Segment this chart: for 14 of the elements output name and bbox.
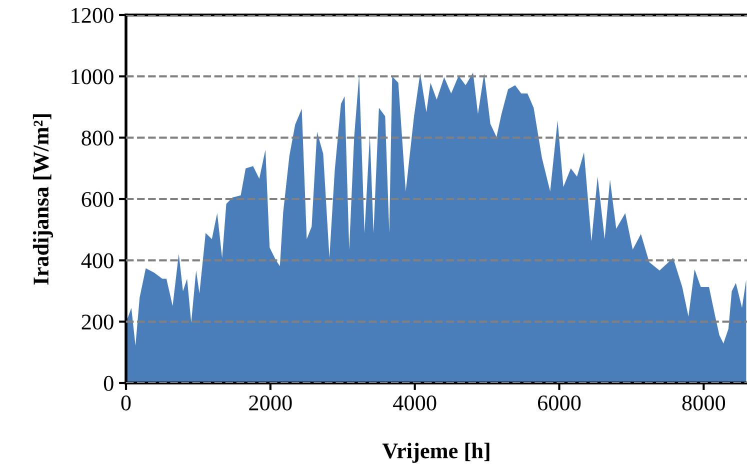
y-tick-label: 0 [104,376,114,391]
y-axis-title: Iradijansa [W/m²] [32,114,54,285]
x-tick-label: 0 [121,395,131,410]
y-tick-label: 800 [82,130,114,146]
y-tick-label: 1200 [72,8,114,23]
x-tick-label: 2000 [249,395,292,410]
y-tick-label: 600 [82,192,114,207]
y-tick-label: 200 [82,314,114,330]
x-tick-label: 6000 [538,395,581,410]
x-axis-title: Vrijeme [h] [382,442,490,463]
x-tick-label: 4000 [393,395,436,410]
y-tick-label: 400 [81,253,114,268]
x-tick-label: 8000 [682,395,726,410]
y-tick-label: 1000 [72,69,114,84]
